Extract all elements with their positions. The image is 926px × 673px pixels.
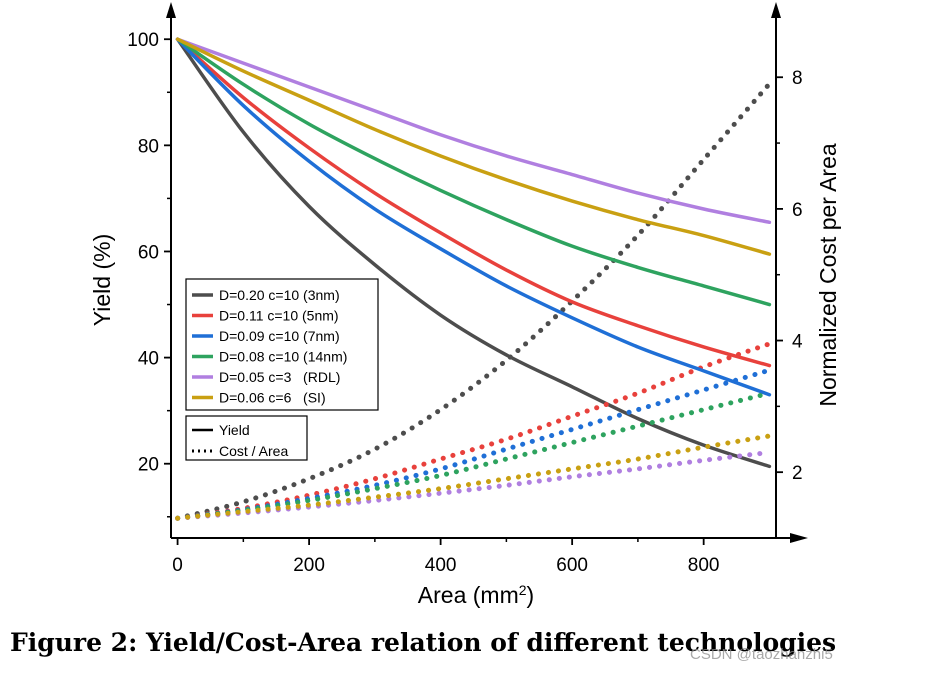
yield-line-series-2 xyxy=(175,37,772,397)
cost-dotted-series-3 xyxy=(175,390,772,521)
yield-line-series-3 xyxy=(175,37,772,307)
x-axis-title-sup: 2 xyxy=(519,582,527,598)
x-tick-label: 600 xyxy=(556,555,588,576)
y2-axis-arrow xyxy=(771,2,781,18)
yield-line-series-1 xyxy=(175,37,772,368)
y-tick-label: 40 xyxy=(138,349,159,370)
x-tick-label: 0 xyxy=(172,555,183,576)
y-tick-label: 80 xyxy=(138,136,159,157)
cost-dotted-series-4 xyxy=(175,449,772,521)
y2-axis-title: Normalized Cost per Area xyxy=(815,143,841,407)
style-legend-box xyxy=(185,415,308,461)
x-tick-label: 400 xyxy=(425,555,457,576)
y-axis-arrow xyxy=(166,2,176,18)
style-legend: Yield Cost / Area xyxy=(185,415,308,461)
x-tick-label: 800 xyxy=(688,555,720,576)
legend-label-0: D=0.20 c=10 (3nm) xyxy=(219,287,340,303)
y2-tick-label: 8 xyxy=(792,68,803,89)
yield-line-series-0 xyxy=(175,37,772,469)
legend-box xyxy=(185,278,379,411)
yield-line-series-5 xyxy=(175,37,772,256)
cost-dotted-series-0 xyxy=(175,81,772,521)
y-tick-label: 20 xyxy=(138,455,159,476)
figure-caption: Figure 2: Yield/Cost-Area relation of di… xyxy=(10,628,837,657)
style-legend-label-dotted: Cost / Area xyxy=(219,443,288,459)
x-axis-title: Area (mm2) xyxy=(418,582,534,608)
y2-tick-label: 2 xyxy=(792,463,803,484)
y2-tick-label: 6 xyxy=(792,200,803,221)
yield-cost-chart: 0 200 400 600 800 20 40 60 80 100 2 4 6 8 Yield (%) N… xyxy=(89,2,841,608)
y-axis-title: Yield (%) xyxy=(89,234,115,326)
cost-dotted-series-5 xyxy=(175,433,772,521)
legend: D=0.20 c=10 (3nm) D=0.11 c=10 (5nm) D=0.09… xyxy=(185,278,379,411)
y2-tick-label: 4 xyxy=(792,332,803,353)
style-legend-label-solid: Yield xyxy=(219,422,250,438)
x-tick-label: 200 xyxy=(293,555,325,576)
x-axis-arrow xyxy=(790,533,808,543)
legend-label-1: D=0.11 c=10 (5nm) xyxy=(219,308,339,324)
legend-label-3: D=0.08 c=10 (14nm) xyxy=(219,349,347,365)
y-tick-label: 100 xyxy=(127,30,159,51)
style-legend-items: Yield Cost / Area xyxy=(192,422,288,459)
legend-label-4: D=0.05 c=3 (RDL) xyxy=(219,369,340,385)
x-axis-title-main: Area (mm xyxy=(418,582,519,608)
x-axis-title-end: ) xyxy=(527,582,535,608)
series-layer xyxy=(175,37,772,521)
legend-items: D=0.20 c=10 (3nm) D=0.11 c=10 (5nm) D=0.09… xyxy=(192,287,347,406)
legend-label-2: D=0.09 c=10 (7nm) xyxy=(219,328,340,344)
watermark: CSDN @taozhanzhi5 xyxy=(690,646,833,663)
ticks-layer: 0 200 400 600 800 20 40 60 80 100 2 4 6 8 xyxy=(127,30,803,576)
axes-group xyxy=(166,2,808,543)
yield-line-series-4 xyxy=(175,37,772,225)
legend-label-5: D=0.06 c=6 (SI) xyxy=(219,390,326,406)
y-tick-label: 60 xyxy=(138,242,159,263)
